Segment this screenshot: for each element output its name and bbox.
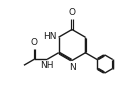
Text: O: O bbox=[31, 38, 38, 47]
Text: N: N bbox=[69, 62, 76, 71]
Text: HN: HN bbox=[43, 32, 57, 41]
Text: O: O bbox=[69, 8, 75, 17]
Text: NH: NH bbox=[41, 61, 54, 70]
